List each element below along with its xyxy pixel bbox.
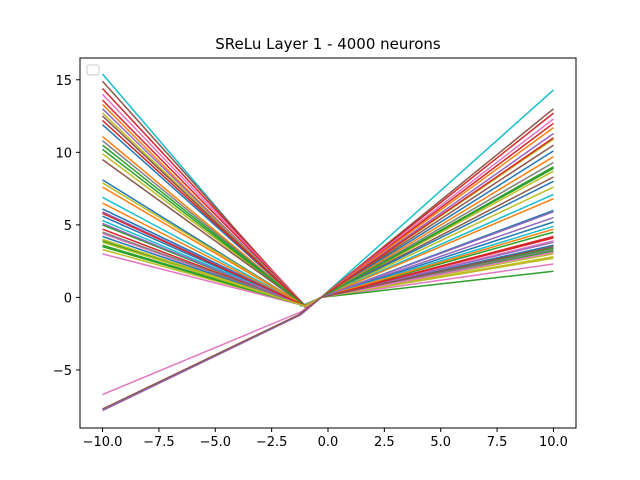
x-axis-ticks: −10.0 −7.5 −5.0 −2.5 0.0 2.5 5.0 7.5 10.0 <box>83 428 568 450</box>
series-lines <box>101 73 554 412</box>
x-tick-label: −10.0 <box>83 435 123 450</box>
y-tick-label: 0 <box>64 291 72 306</box>
x-tick-label: −7.5 <box>143 435 175 450</box>
x-tick-label: 5.0 <box>430 435 451 450</box>
x-tick-label: 10.0 <box>539 435 568 450</box>
y-tick-label: 15 <box>55 74 72 89</box>
chart-title: SReLu Layer 1 - 4000 neurons <box>215 35 441 53</box>
y-tick-label: 10 <box>55 146 72 161</box>
plot-frame <box>79 57 577 429</box>
y-tick-label: −5 <box>53 364 72 379</box>
x-tick-label: −2.5 <box>256 435 288 450</box>
x-tick-label: 0.0 <box>318 435 339 450</box>
series-line-42 <box>102 245 554 410</box>
x-tick-label: −5.0 <box>199 435 231 450</box>
y-tick-label: 5 <box>64 219 72 234</box>
y-axis-ticks: −5 0 5 10 15 <box>53 74 80 379</box>
empty-legend-box <box>86 64 100 76</box>
x-tick-label: 2.5 <box>374 435 395 450</box>
x-tick-label: 7.5 <box>487 435 508 450</box>
